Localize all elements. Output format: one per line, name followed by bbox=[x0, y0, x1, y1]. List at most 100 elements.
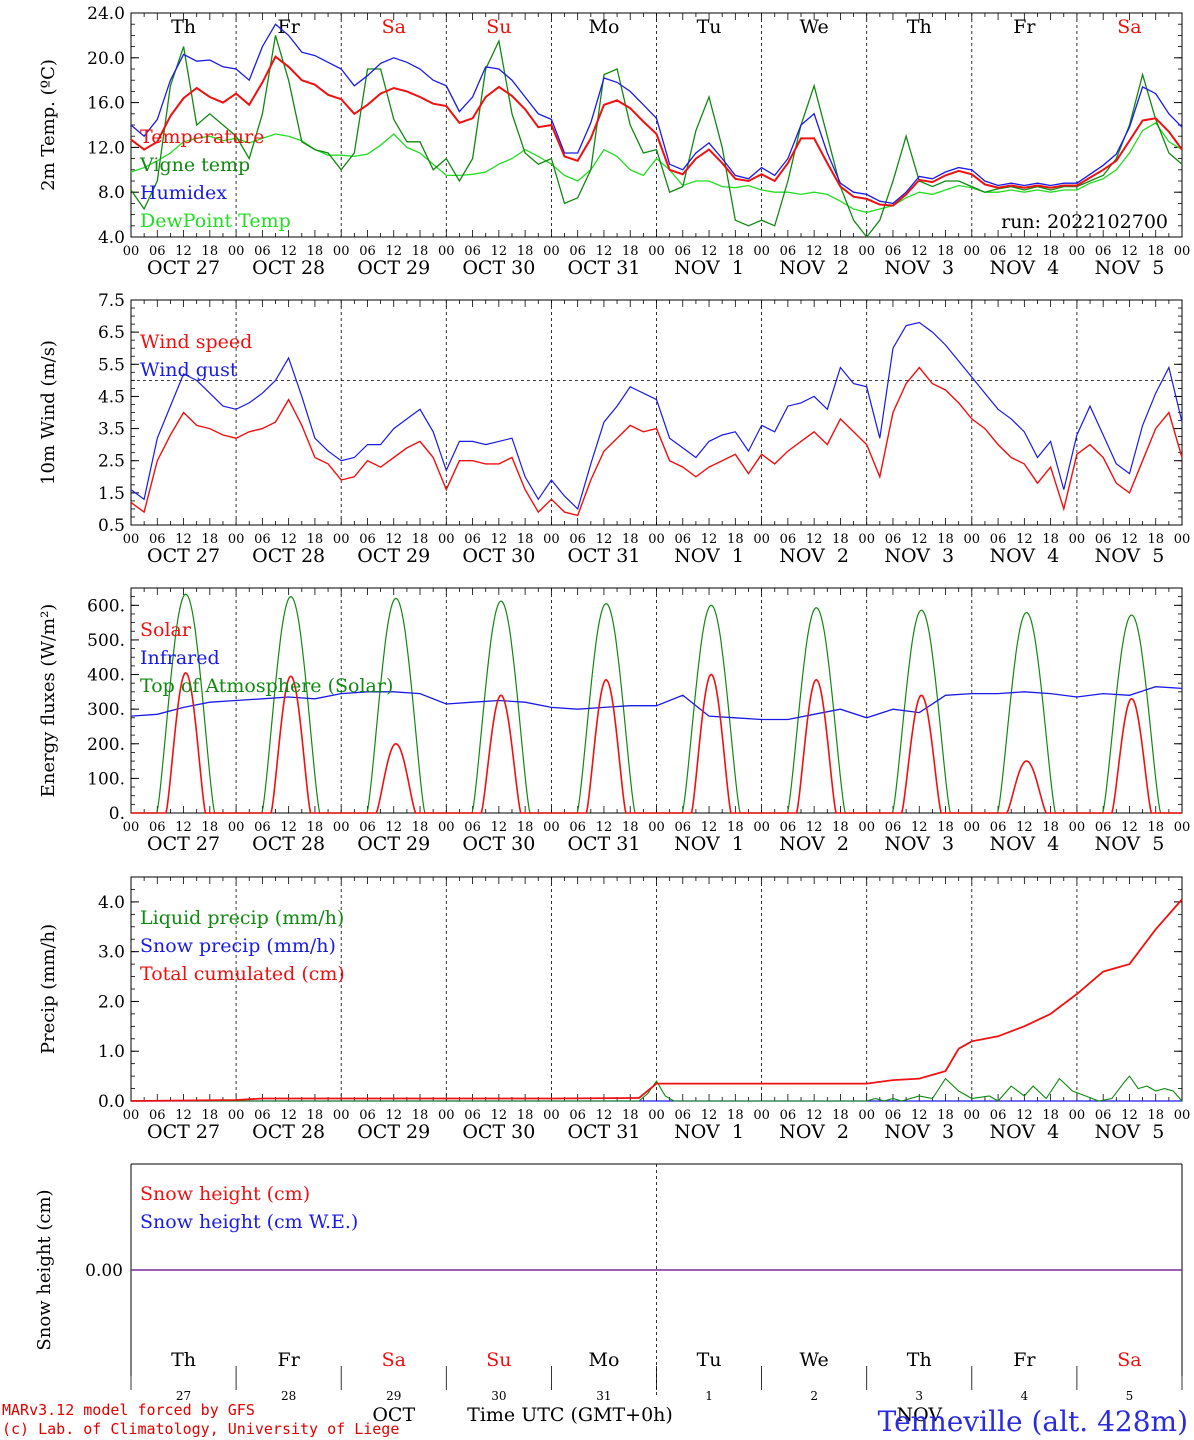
temp-hour-label: 12 bbox=[911, 244, 928, 259]
precip-date-label: NOV 4 bbox=[989, 1121, 1059, 1143]
energy-legend: Solar bbox=[140, 619, 192, 641]
wind-hour-label: 00 bbox=[438, 532, 455, 547]
temp-hour-label: 12 bbox=[1121, 244, 1138, 259]
wind-ytick-label: 3.5 bbox=[98, 420, 125, 440]
snow-daynum-label: 5 bbox=[1126, 1389, 1134, 1403]
precip-hour-label: 18 bbox=[727, 1108, 744, 1123]
temp-legend: Vigne temp bbox=[139, 154, 250, 176]
snow-weekday-label: Su bbox=[486, 1349, 511, 1371]
precip-hour-label: 00 bbox=[964, 1108, 981, 1123]
precip-hour-label: 18 bbox=[307, 1108, 324, 1123]
temp-date-label: NOV 4 bbox=[989, 257, 1059, 279]
precip-hour-label: 00 bbox=[123, 1108, 140, 1123]
wind-ytick-label: 4.5 bbox=[98, 387, 125, 407]
wind-date-label: NOV 2 bbox=[779, 545, 849, 567]
temp-hour-label: 06 bbox=[464, 244, 481, 259]
temp-series-2 bbox=[130, 23, 1183, 205]
energy-hour-label: 06 bbox=[780, 820, 797, 835]
precip-hour-label: 00 bbox=[753, 1108, 770, 1123]
precip-hour-label: 00 bbox=[438, 1108, 455, 1123]
precip-date-label: OCT 29 bbox=[357, 1121, 430, 1143]
wind-hour-label: 00 bbox=[753, 532, 770, 547]
precip-liquid-line bbox=[131, 1075, 1183, 1102]
temp-hour-label: 00 bbox=[228, 244, 245, 259]
energy-hour-label: 18 bbox=[307, 820, 324, 835]
precip-hour-label: 00 bbox=[543, 1108, 560, 1123]
energy-hour-label: 00 bbox=[648, 820, 665, 835]
precip-hour-label: 12 bbox=[1016, 1108, 1033, 1123]
energy-hour-label: 00 bbox=[543, 820, 560, 835]
temp-date-label: OCT 31 bbox=[567, 257, 640, 279]
temp-series-main bbox=[130, 55, 1183, 207]
temp-hour-label: 00 bbox=[753, 244, 770, 259]
wind-hour-label: 12 bbox=[491, 532, 508, 547]
temp-legend: Temperature bbox=[140, 126, 264, 148]
snow-weekday-label: Fr bbox=[278, 1349, 301, 1371]
temp-weekday-label: Tu bbox=[697, 16, 722, 38]
wind-hour-label: 06 bbox=[885, 532, 902, 547]
wind-gust-line bbox=[130, 321, 1183, 511]
precip-cumulated-line bbox=[130, 898, 1183, 1102]
wind-hour-label: 18 bbox=[517, 532, 534, 547]
energy-hour-label: 12 bbox=[701, 820, 718, 835]
energy-hour-label: 00 bbox=[438, 820, 455, 835]
wind-hour-label: 06 bbox=[569, 532, 586, 547]
energy-hour-label: 06 bbox=[1095, 820, 1112, 835]
temp-hour-label: 00 bbox=[333, 244, 350, 259]
wind-hour-label: 00 bbox=[648, 532, 665, 547]
temp-hour-label: 12 bbox=[701, 244, 718, 259]
precip-date-label: OCT 30 bbox=[462, 1121, 535, 1143]
wind-ytick-label: 7.5 bbox=[98, 291, 125, 311]
precip-hour-label: 18 bbox=[832, 1108, 849, 1123]
wind-hour-label: 00 bbox=[228, 532, 245, 547]
wind-hour-label: 12 bbox=[596, 532, 613, 547]
wind-date-label: OCT 31 bbox=[567, 545, 640, 567]
copyright-credit: (c) Lab. of Climatology, University of L… bbox=[2, 1420, 400, 1438]
temp-hour-label: 12 bbox=[806, 244, 823, 259]
snow-daynum-label: 4 bbox=[1021, 1389, 1029, 1403]
energy-ytick-label: 200. bbox=[87, 735, 125, 755]
temp-hour-label: 06 bbox=[569, 244, 586, 259]
temp-hour-label: 18 bbox=[1042, 244, 1059, 259]
precip-hour-label: 06 bbox=[990, 1108, 1007, 1123]
energy-hour-label: 00 bbox=[753, 820, 770, 835]
energy-date-label: OCT 29 bbox=[357, 833, 430, 855]
energy-hour-label: 12 bbox=[1121, 820, 1138, 835]
precip-date-label: NOV 1 bbox=[674, 1121, 744, 1143]
temp-weekday-label: Fr bbox=[1013, 16, 1036, 38]
precip-hour-label: 12 bbox=[1121, 1108, 1138, 1123]
temp-hour-label: 18 bbox=[307, 244, 324, 259]
temp-hour-label: 00 bbox=[1174, 244, 1191, 259]
energy-hour-label: 06 bbox=[359, 820, 376, 835]
precip-ylabel: Precip (mm/h) bbox=[38, 924, 59, 1054]
energy-hour-label: 12 bbox=[280, 820, 297, 835]
snow-ytick-label: 0.00 bbox=[85, 1261, 123, 1281]
precip-legend: Snow precip (mm/h) bbox=[140, 935, 336, 957]
temp-ytick-label: 12.0 bbox=[87, 138, 125, 158]
energy-date-label: OCT 31 bbox=[567, 833, 640, 855]
x-axis-label: Time UTC (GMT+0h) bbox=[467, 1404, 673, 1426]
run-label: run: 2022102700 bbox=[1001, 211, 1168, 233]
temp-hour-label: 18 bbox=[202, 244, 219, 259]
snow-weekday-label: Mo bbox=[588, 1349, 619, 1371]
temp-weekday-label: Su bbox=[486, 16, 511, 38]
energy-hour-label: 18 bbox=[832, 820, 849, 835]
precip-ytick-label: 0.0 bbox=[98, 1092, 125, 1112]
temp-legend: DewPoint Temp bbox=[140, 210, 291, 232]
energy-date-label: OCT 30 bbox=[462, 833, 535, 855]
energy-date-label: NOV 2 bbox=[779, 833, 849, 855]
energy-ytick-label: 400. bbox=[87, 666, 125, 686]
energy-hour-label: 00 bbox=[1174, 820, 1191, 835]
wind-hour-label: 18 bbox=[307, 532, 324, 547]
temp-hour-label: 12 bbox=[1016, 244, 1033, 259]
wind-hour-label: 12 bbox=[1016, 532, 1033, 547]
snow-weekday-label: Sa bbox=[1117, 1349, 1141, 1371]
wind-hour-label: 00 bbox=[964, 532, 981, 547]
temp-date-label: OCT 27 bbox=[147, 257, 220, 279]
wind-hour-label: 12 bbox=[806, 532, 823, 547]
temp-weekday-label: Sa bbox=[1117, 16, 1141, 38]
wind-hour-label: 18 bbox=[1147, 532, 1164, 547]
wind-ytick-label: 2.5 bbox=[98, 452, 125, 472]
precip-ytick-label: 3.0 bbox=[98, 943, 125, 963]
energy-infrared-line bbox=[130, 686, 1183, 721]
